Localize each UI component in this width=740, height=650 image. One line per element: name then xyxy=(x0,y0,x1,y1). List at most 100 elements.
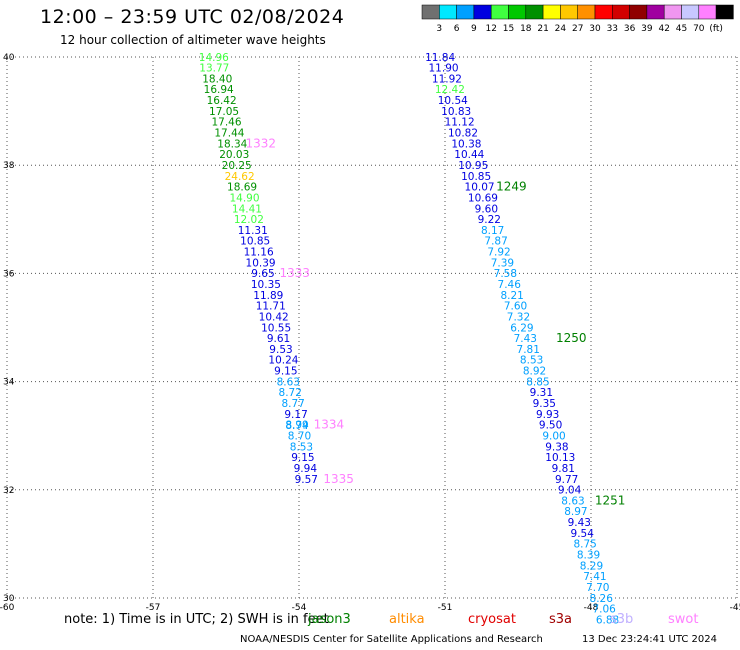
pass-number-label: 1335 xyxy=(323,472,354,486)
colorbar-tick-label: 39 xyxy=(641,24,653,34)
swh-data-label: 9.50 xyxy=(539,420,562,432)
colorbar-tick-label: 21 xyxy=(537,24,548,34)
swh-data-label: 16.42 xyxy=(207,95,237,107)
mission-legend-cryosat: cryosat xyxy=(468,612,516,627)
swh-data-label: 12.42 xyxy=(435,84,465,96)
colorbar-tick-label: 24 xyxy=(555,24,567,34)
y-tick-label: 32 xyxy=(3,486,14,496)
x-tick-label: -45 xyxy=(730,603,740,613)
swh-data-label: 9.65 xyxy=(251,268,274,280)
swh-data-label: 8.53 xyxy=(290,441,313,453)
colorbar-tick-label: 3 xyxy=(436,24,442,34)
axes: -60 -57 -54 -51 -48 -45 40 38 36 34 32 30 xyxy=(0,53,740,613)
mission-legend-s3b: s3b xyxy=(610,612,634,627)
colorbar-tick-label: 30 xyxy=(589,24,601,34)
swh-data-label: 9.57 xyxy=(295,474,318,486)
swh-data-label: 9.04 xyxy=(558,485,582,497)
swh-data-label: 10.69 xyxy=(468,192,498,204)
swh-data-label: 10.44 xyxy=(454,149,484,161)
colorbar-tick-label: 12 xyxy=(485,24,496,34)
swh-data-label: 18.34 xyxy=(217,138,247,150)
colorbar-tick-label: (ft) xyxy=(709,24,723,34)
swh-data-label: 20.25 xyxy=(222,160,252,172)
pass-number-label: 1250 xyxy=(556,331,587,345)
swh-data-label: 10.85 xyxy=(240,236,270,248)
pass-number-label: 1249 xyxy=(496,180,527,194)
colorbar-swatch xyxy=(508,4,527,20)
swh-data-label: 10.07 xyxy=(465,182,495,194)
credit-text: NOAA/NESDIS Center for Satellite Applica… xyxy=(240,634,543,645)
swh-data-label: 13.77 xyxy=(199,63,229,75)
colorbar-tick-label: 36 xyxy=(624,24,636,34)
swh-data-label: 9.61 xyxy=(267,333,290,345)
swh-data-label: 8.53 xyxy=(520,355,543,367)
data-labels: 14.9613.7718.4016.9416.4217.0517.4617.44… xyxy=(199,52,619,627)
swh-data-label: 10.38 xyxy=(451,138,481,150)
swh-data-label: 10.82 xyxy=(448,128,478,140)
swh-data-label: 9.94 xyxy=(294,463,318,475)
swh-data-label: 9.17 xyxy=(284,409,307,421)
swh-data-label: 10.85 xyxy=(461,171,491,183)
pass-number-label: 1333 xyxy=(280,266,311,280)
swh-data-label: 8.39 xyxy=(577,550,600,562)
swh-data-label: 9.15 xyxy=(291,452,314,464)
colorbar-swatch xyxy=(681,4,700,20)
colorbar-swatch xyxy=(577,4,596,20)
swh-data-label: 10.24 xyxy=(268,355,298,367)
swh-data-label: 9.81 xyxy=(552,463,575,475)
swh-data-label: 8.21 xyxy=(500,290,523,302)
swh-data-label: 8.99 xyxy=(285,420,308,432)
colorbar-tick-label: 70 xyxy=(693,24,705,34)
pass-labels: 1332 1333 1334 1335 1249 1250 1251 xyxy=(245,136,625,507)
mission-legend-s3a: s3a xyxy=(549,612,573,627)
swh-data-label: 7.41 xyxy=(583,571,606,583)
swh-data-label: 7.43 xyxy=(514,333,537,345)
swh-data-label: 10.13 xyxy=(545,452,575,464)
swh-data-label: 8.63 xyxy=(277,376,300,388)
swh-data-label: 11.92 xyxy=(432,73,462,85)
swh-data-label: 11.90 xyxy=(429,63,459,75)
colorbar-swatch xyxy=(698,4,717,20)
swh-data-label: 14.41 xyxy=(232,203,262,215)
colorbar-swatch xyxy=(473,4,492,20)
swh-data-label: 8.85 xyxy=(526,376,549,388)
swh-data-label: 12.02 xyxy=(234,214,264,226)
colorbar-tick-label: 45 xyxy=(676,24,687,34)
x-tick-label: -51 xyxy=(438,603,453,613)
pass-number-label: 1334 xyxy=(314,418,345,432)
swh-data-label: 7.39 xyxy=(491,257,514,269)
y-tick-label: 30 xyxy=(3,594,15,604)
swh-data-label: 14.90 xyxy=(229,192,259,204)
mission-legend-jason3: jason3 xyxy=(308,612,351,627)
swh-data-label: 17.46 xyxy=(211,117,241,129)
swh-data-label: 11.12 xyxy=(445,117,475,129)
swh-data-label: 11.84 xyxy=(425,52,455,64)
swh-data-label: 10.54 xyxy=(438,95,468,107)
swh-data-label: 9.54 xyxy=(571,528,595,540)
mission-legend-swot: swot xyxy=(668,612,699,627)
y-tick-label: 34 xyxy=(3,378,15,388)
colorbar-tick-label: 33 xyxy=(607,24,618,34)
swh-data-label: 10.55 xyxy=(261,322,291,334)
swh-data-label: 17.44 xyxy=(214,128,244,140)
colorbar-swatch xyxy=(663,4,682,20)
swh-data-label: 7.70 xyxy=(586,582,609,594)
pass-number-label: 1251 xyxy=(595,493,626,507)
swh-data-label: 8.63 xyxy=(561,495,584,507)
swh-data-label: 7.87 xyxy=(484,236,507,248)
swh-data-label: 10.95 xyxy=(458,160,488,172)
swh-data-label: 7.92 xyxy=(487,247,510,259)
swh-data-label: 8.97 xyxy=(564,506,587,518)
swh-data-label: 9.35 xyxy=(533,398,556,410)
swh-data-label: 8.72 xyxy=(279,387,302,399)
colorbar-swatch xyxy=(594,4,613,20)
colorbar-swatch xyxy=(542,4,561,20)
swh-data-label: 10.35 xyxy=(251,279,281,291)
swh-data-label: 18.69 xyxy=(227,182,257,194)
swh-data-label: 9.22 xyxy=(478,214,501,226)
swh-data-label: 9.43 xyxy=(568,517,591,529)
colorbar-swatch xyxy=(439,4,457,20)
swh-data-label: 10.42 xyxy=(259,311,289,323)
colorbar-tick-label: 15 xyxy=(503,24,514,34)
x-tick-label: -57 xyxy=(146,603,161,613)
